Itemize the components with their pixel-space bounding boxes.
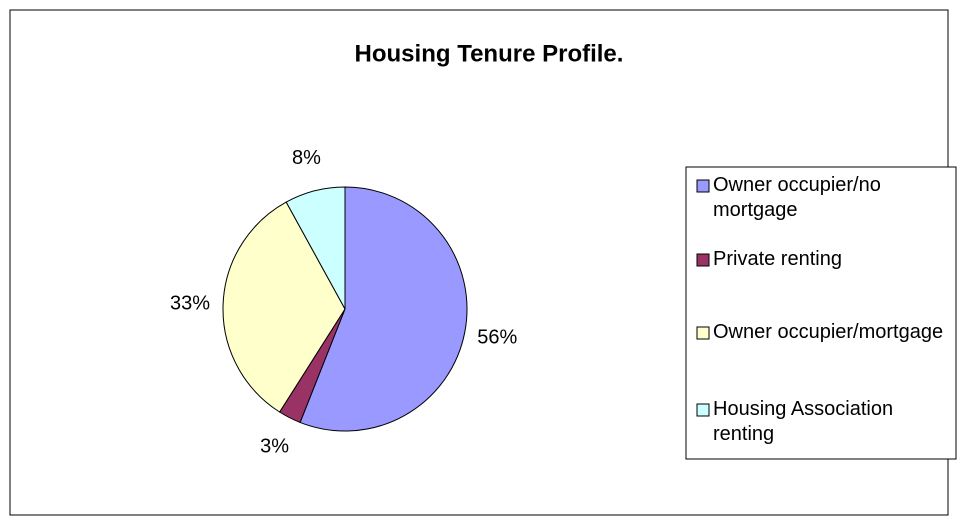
legend-label: Housing Association renting bbox=[713, 398, 894, 445]
legend-box bbox=[685, 166, 957, 460]
legend-label: Private renting bbox=[713, 248, 842, 270]
legend-item: Housing Association renting bbox=[713, 398, 894, 445]
data-label: 56% bbox=[477, 326, 517, 348]
data-label: 8% bbox=[292, 147, 321, 169]
legend-swatch bbox=[696, 253, 710, 267]
legend-label: Owner occupier/mortgage bbox=[713, 321, 944, 343]
data-label: 3% bbox=[260, 435, 289, 457]
pie-slice bbox=[299, 186, 468, 432]
chart-title: Housing Tenure Profile. bbox=[355, 40, 624, 67]
legend-swatch bbox=[696, 326, 710, 340]
legend-item: Private renting bbox=[713, 248, 842, 270]
pie-slice bbox=[285, 186, 346, 310]
legend-label: Owner occupier/no mortgage bbox=[713, 174, 881, 221]
legend-item: Owner occupier/no mortgage bbox=[713, 174, 881, 221]
legend-item: Owner occupier/mortgage bbox=[713, 321, 944, 343]
data-label: 33% bbox=[170, 292, 210, 314]
legend-swatch bbox=[696, 179, 710, 193]
legend-swatch bbox=[696, 403, 710, 417]
